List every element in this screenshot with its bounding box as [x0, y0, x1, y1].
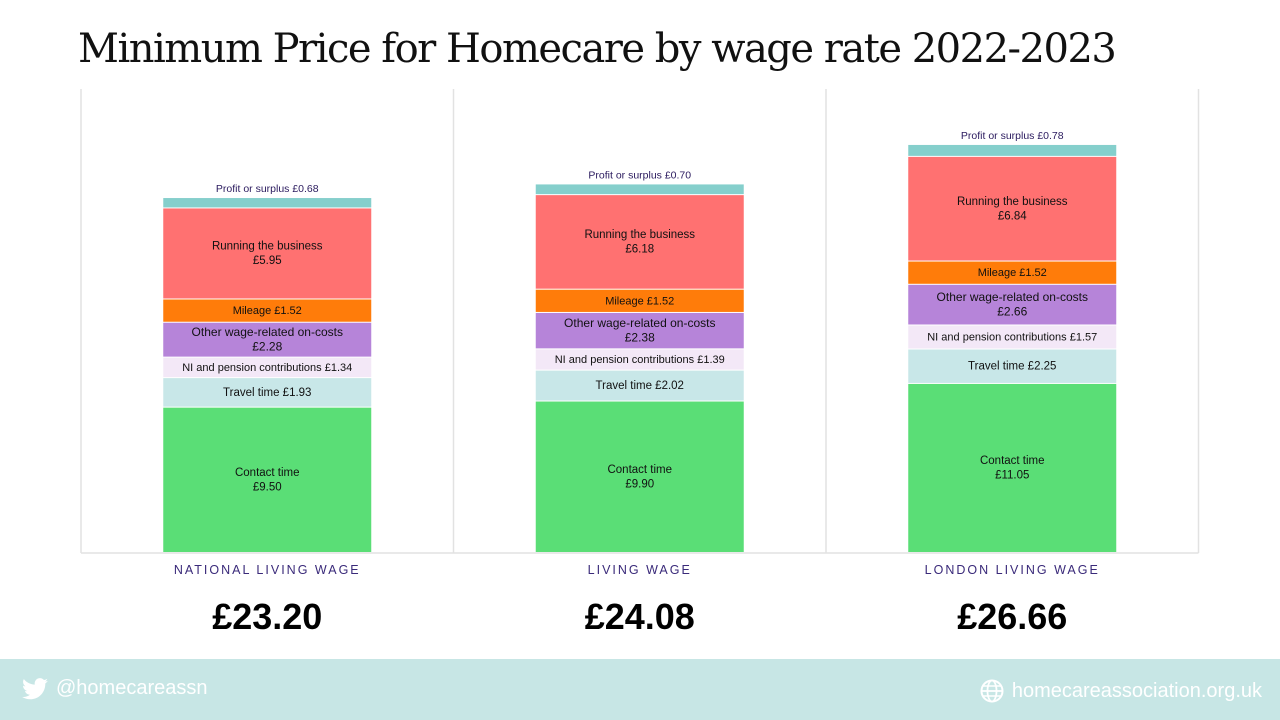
total-price-label: £24.08 [585, 596, 695, 637]
segment-label: NI and pension contributions £1.34 [182, 362, 352, 374]
category-label: LIVING WAGE [588, 563, 692, 577]
segment-label: £6.84 [998, 210, 1027, 222]
segment-label: Running the business [957, 196, 1068, 208]
segment-label: Travel time £2.25 [968, 361, 1056, 373]
segment-label: Contact time [980, 455, 1045, 467]
website-link[interactable]: homecareassociation.org.uk [980, 679, 1262, 703]
category-label: NATIONAL LIVING WAGE [174, 563, 361, 577]
bar-segment-travel-time [535, 370, 744, 401]
segment-label: £6.18 [625, 244, 654, 256]
total-price-label: £26.66 [957, 596, 1067, 637]
bar-segment-ni-and-pension-contributions [908, 325, 1117, 349]
bar-segment-mileage [163, 299, 372, 322]
bar-segment-profit-or-surplus [163, 198, 372, 208]
segment-label: Mileage £1.52 [978, 267, 1047, 279]
segment-label: £2.38 [625, 330, 655, 344]
total-price-label: £23.20 [212, 596, 322, 637]
globe-icon [980, 679, 1004, 703]
bar-segment-running-the-business [163, 208, 372, 299]
bar-segment-ni-and-pension-contributions [163, 357, 372, 378]
segment-label: £9.90 [625, 479, 654, 491]
segment-label: Running the business [584, 229, 695, 241]
bar-segment-profit-or-surplus [535, 184, 744, 195]
segment-label: NI and pension contributions £1.39 [555, 354, 725, 366]
segment-label: Travel time £1.93 [223, 387, 311, 399]
segment-label: Contact time [235, 467, 300, 479]
twitter-bird-icon [22, 677, 48, 699]
bar-top-label: Profit or surplus £0.78 [961, 130, 1064, 142]
twitter-handle: @homecareassn [56, 677, 208, 699]
segment-label: Contact time [607, 464, 672, 476]
bar-segment-running-the-business [908, 156, 1117, 261]
segment-label: Other wage-related on-costs [564, 316, 715, 330]
bar-segment-contact-time [908, 383, 1117, 552]
segment-label: £2.66 [997, 304, 1027, 318]
bar-segment-travel-time [163, 378, 372, 407]
segment-label: Mileage £1.52 [605, 295, 674, 307]
segment-label: £2.28 [252, 339, 282, 353]
bar-top-label: Profit or surplus £0.70 [588, 169, 691, 181]
segment-label: £9.50 [253, 482, 282, 494]
stacked-bar-chart: Contact time £9.50 Travel time £1.93 NI and… [80, 89, 1200, 637]
segment-label: Other wage-related on-costs [937, 290, 1088, 304]
bar-segment-contact-time [535, 401, 744, 552]
bar-segment-ni-and-pension-contributions [535, 349, 744, 370]
segment-label: Travel time £2.02 [596, 380, 684, 392]
bar-segment-mileage [535, 289, 744, 312]
bar-segment-mileage [908, 261, 1117, 284]
segment-label: NI and pension contributions £1.57 [927, 331, 1097, 343]
bar-segment-other-wage-related-on-costs [908, 284, 1117, 325]
bar-segment-contact-time [163, 407, 372, 552]
page-title: Minimum Price for Homecare by wage rate … [78, 26, 1117, 72]
segment-label: Running the business [212, 241, 323, 253]
segment-label: Mileage £1.52 [233, 305, 302, 317]
bar-segment-travel-time [908, 349, 1117, 383]
website-url: homecareassociation.org.uk [1011, 679, 1262, 702]
footer: @homecareassn homecareassociation.org.uk [0, 659, 1280, 720]
bar-segment-other-wage-related-on-costs [163, 322, 372, 357]
category-label: LONDON LIVING WAGE [925, 563, 1100, 577]
bar-segment-other-wage-related-on-costs [535, 312, 744, 349]
segment-label: Other wage-related on-costs [192, 325, 343, 339]
bar-top-label: Profit or surplus £0.68 [216, 183, 319, 195]
twitter-link[interactable]: @homecareassn [22, 677, 207, 700]
segment-label: £11.05 [995, 470, 1029, 482]
segment-label: £5.95 [253, 255, 282, 267]
bar-segment-running-the-business [535, 195, 744, 289]
bar-segment-profit-or-surplus [908, 144, 1117, 156]
